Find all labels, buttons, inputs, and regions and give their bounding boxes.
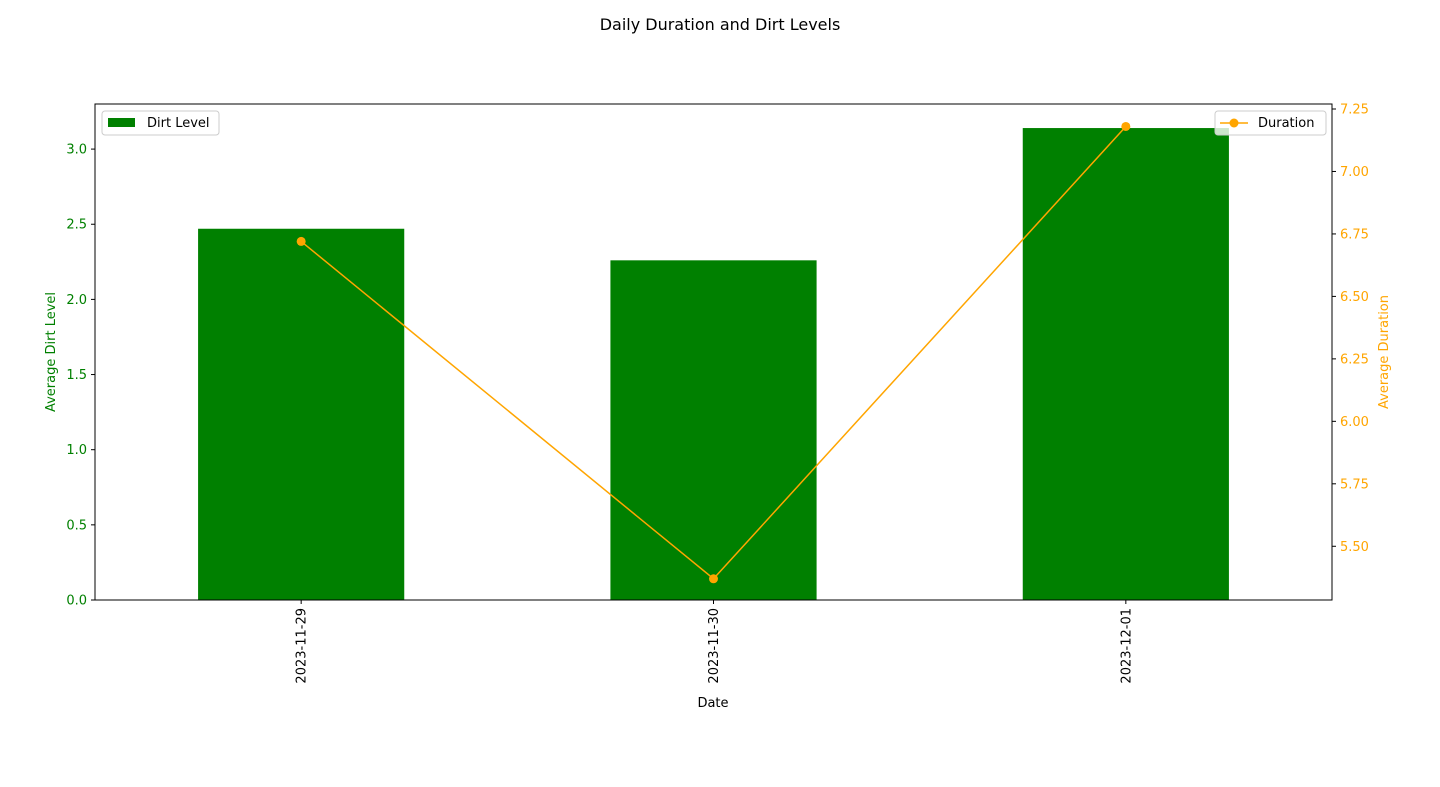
- duration-line-layer: [296, 121, 1131, 584]
- legend-swatch-dirt-level: [108, 118, 135, 127]
- legend-duration: Duration: [1214, 110, 1327, 136]
- legend-dirt-level: Dirt Level: [101, 110, 220, 136]
- right-y-tick-label: 7.25: [1340, 102, 1369, 117]
- right-y-tick-label: 5.50: [1340, 540, 1369, 555]
- right-y-tick-label: 6.75: [1340, 227, 1369, 242]
- left-y-tick-label: 2.5: [66, 218, 87, 233]
- right-y-tick-label: 6.50: [1340, 290, 1369, 305]
- x-tick-label: 2023-11-30: [707, 608, 722, 684]
- left-y-tick-label: 1.0: [66, 443, 87, 458]
- bar-dirt-level-2023-11-30: [610, 260, 817, 600]
- legend-frame: [1214, 110, 1327, 136]
- dirt-level-bars: [198, 128, 1229, 601]
- legend-label-dirt-level: Dirt Level: [147, 116, 210, 131]
- left-y-tick-label: 3.0: [66, 143, 87, 158]
- right-y-tick-label: 5.75: [1340, 477, 1369, 492]
- left-y-axis-label: Average Dirt Level: [44, 292, 59, 412]
- legend-label-duration: Duration: [1258, 116, 1314, 131]
- legend-frame: [101, 110, 220, 136]
- right-y-tick-label: 6.00: [1340, 415, 1369, 430]
- legend-swatch-duration-marker: [1229, 118, 1239, 128]
- right-y-tick-label: 7.00: [1340, 165, 1369, 180]
- duration-point-2023-11-30: [709, 574, 718, 584]
- left-y-tick-label: 0.0: [66, 594, 87, 609]
- right-y-axis-label: Average Duration: [1377, 295, 1392, 409]
- left-y-tick-label: 2.0: [66, 293, 87, 308]
- chart-title: Daily Duration and Dirt Levels: [600, 15, 841, 34]
- x-axis-label: Date: [697, 696, 728, 711]
- left-y-tick-label: 0.5: [66, 518, 87, 533]
- x-tick-label: 2023-12-01: [1119, 608, 1134, 684]
- right-y-axis: 5.50 5.75 6.00 6.25 6.50 6.75 7.00 7.25: [1332, 102, 1369, 555]
- left-y-tick-label: 1.5: [66, 368, 87, 383]
- x-axis: 2023-11-29 2023-11-30 2023-12-01: [295, 600, 1134, 684]
- bar-dirt-level-2023-12-01: [1022, 128, 1229, 601]
- left-y-axis: 0.0 0.5 1.0 1.5 2.0 2.5 3.0: [66, 143, 95, 609]
- x-tick-label: 2023-11-29: [295, 608, 310, 684]
- right-y-tick-label: 6.25: [1340, 352, 1369, 367]
- bar-dirt-level-2023-11-29: [198, 228, 405, 600]
- duration-point-2023-11-29: [296, 236, 306, 246]
- duration-point-2023-12-01: [1121, 121, 1131, 131]
